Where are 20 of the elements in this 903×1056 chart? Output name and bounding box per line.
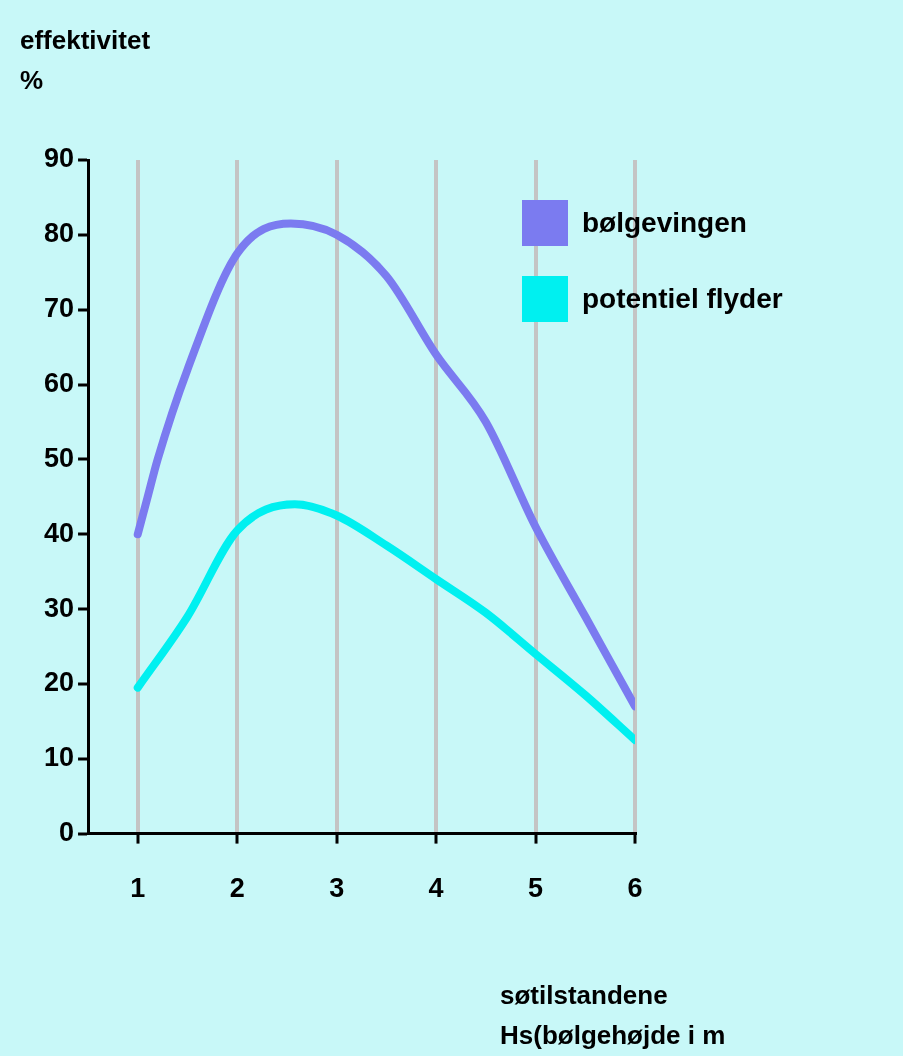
x-tick-label: 4 [428,873,444,904]
legend-label: potentiel flyder [582,283,783,315]
x-tick-label: 3 [329,873,345,904]
y-tick-label: 0 [59,817,75,848]
y-tick-label: 90 [43,143,75,174]
y-tick-label: 10 [43,742,75,773]
y-tick-label: 50 [43,442,75,473]
y-tick-label: 60 [43,367,75,398]
y-tick-label: 20 [43,667,75,698]
legend-label: bølgevingen [582,207,747,239]
y-tick-label: 80 [43,218,75,249]
y-tick-label: 70 [43,293,75,324]
x-axis-title: søtilstandene Hs(bølgehøjde i m [500,979,726,1052]
x-tick-label: 2 [229,873,245,904]
x-tick-label: 1 [130,873,146,904]
y-axis-title: effektivitet % [20,24,151,97]
y-tick-label: 30 [43,592,75,623]
x-tick-label: 5 [528,873,544,904]
y-tick-label: 40 [43,517,75,548]
x-tick-label: 6 [627,873,643,904]
